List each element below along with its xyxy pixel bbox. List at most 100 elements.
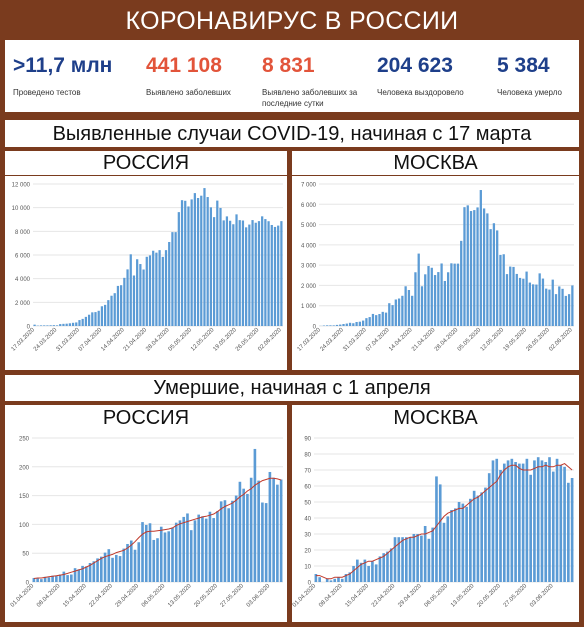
x-tick-label: 01.04.2020 [292,583,318,609]
bar [126,269,129,326]
bar [201,516,204,582]
bar [178,520,182,582]
bar [473,210,476,326]
x-tick-label: 27.05.2020 [220,583,246,609]
bar [81,318,84,326]
bar [114,554,118,582]
y-tick-label: 6 000 [15,254,31,260]
y-tick-label: 150 [19,494,30,500]
bar [40,579,43,582]
x-tick-label: 22.04.2020 [88,583,114,609]
x-tick-label: 08.04.2020 [36,583,62,609]
bar [544,462,548,582]
bar [111,557,114,582]
bar [518,463,521,582]
y-tick-label: 10 000 [12,206,31,212]
bar [340,578,344,582]
bar [168,241,171,326]
bar [177,212,180,326]
bar [489,229,492,326]
bar [103,552,107,582]
bar [540,460,544,582]
stat-deaths-value: 5 384 [497,54,550,77]
bar [401,537,404,582]
bar [152,539,156,582]
bar [492,223,496,326]
bar [355,322,358,326]
bar [182,516,186,582]
bar [342,324,345,326]
bar [405,537,408,582]
bar [329,325,332,326]
bar [49,325,52,326]
bar [389,548,393,582]
x-tick-label: 06.05.2020 [424,583,450,609]
bar [116,285,120,326]
bar [55,575,58,582]
bar [189,530,193,582]
bar [97,310,100,326]
bar [190,199,193,326]
bar [561,288,564,326]
bar [232,224,235,326]
bar [505,274,509,326]
bar [197,514,201,582]
y-tick-label: 100 [19,523,30,529]
bar [571,285,574,326]
x-tick-label: 15.04.2020 [62,583,88,609]
bar [91,312,94,326]
bar [43,576,47,582]
bar [99,556,103,582]
bar [352,566,355,582]
x-tick-label: 08.04.2020 [318,583,344,609]
bar [216,511,219,582]
bar [365,318,368,326]
bar [384,312,388,326]
bar [548,289,551,326]
bar [522,278,525,326]
bar [212,518,216,582]
bar [335,324,339,326]
section-deaths-title: Умершие, начиная с 1 апреля [5,375,579,401]
bar [495,458,499,582]
bar [450,263,453,326]
bar [78,320,81,326]
bar [187,206,190,326]
bar [193,520,197,582]
bar [417,253,420,326]
bar [68,323,71,326]
bar [386,551,389,582]
bar [257,221,261,326]
bar [55,325,59,326]
bar [75,322,78,326]
bar [273,226,277,326]
bar [388,303,391,326]
bar [148,523,152,582]
y-tick-label: 2 000 [301,284,317,290]
subtitle-moscow-cases: МОСКВА [292,151,579,175]
bar [368,317,371,326]
bar [358,321,362,326]
bar [33,324,36,326]
bar [279,479,283,582]
bar [382,553,386,582]
bar [276,484,279,582]
bar [129,254,132,326]
y-tick-label: 200 [19,465,30,471]
x-tick-label: 13.05.2020 [167,583,193,609]
bar [264,503,268,582]
y-tick-label: 6 000 [301,203,317,209]
bar [371,313,375,326]
bar [378,314,381,326]
bar [184,200,187,326]
bar [70,574,73,582]
bar [204,518,208,582]
bar [367,566,370,582]
bar [371,561,374,582]
bar [51,575,54,582]
stat-tests-label: Проведено тестов [13,88,81,97]
bar [208,511,212,582]
bar [401,295,404,326]
